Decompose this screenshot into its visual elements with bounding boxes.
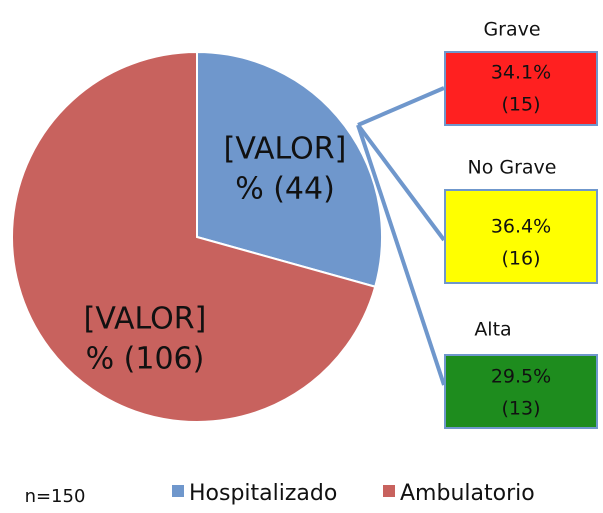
breakdown-title: Grave (483, 19, 540, 41)
breakdown-count: (13) (501, 398, 540, 420)
pie-slice (11, 50, 377, 423)
slice-label: [VALOR] (224, 132, 347, 167)
legend-swatch (172, 485, 184, 497)
breakdown-percent: 34.1% (491, 62, 551, 84)
slice-label: % (106) (86, 342, 205, 377)
breakdown-box (444, 354, 598, 429)
legend-label: Ambulatorio (400, 481, 535, 506)
slice-label: [VALOR] (84, 302, 207, 337)
pie-slice (196, 50, 383, 288)
breakdown-count: (16) (501, 248, 540, 270)
breakdown-percent: 36.4% (491, 216, 551, 238)
note: n=150 (25, 486, 86, 507)
breakdown-box (444, 189, 598, 284)
legend-label: Hospitalizado (189, 481, 337, 506)
connector (357, 86, 445, 127)
breakdown-percent: 29.5% (491, 366, 551, 388)
pie (11, 50, 383, 423)
slice-label: % (44) (235, 172, 335, 207)
breakdown-count: (15) (501, 94, 540, 116)
legend-swatch (383, 485, 395, 497)
connectors (356, 86, 446, 386)
breakdown-title: Alta (474, 319, 511, 341)
breakdown-box (444, 51, 598, 126)
connector (356, 123, 446, 242)
breakdown-title: No Grave (468, 157, 557, 179)
connector (356, 124, 446, 386)
